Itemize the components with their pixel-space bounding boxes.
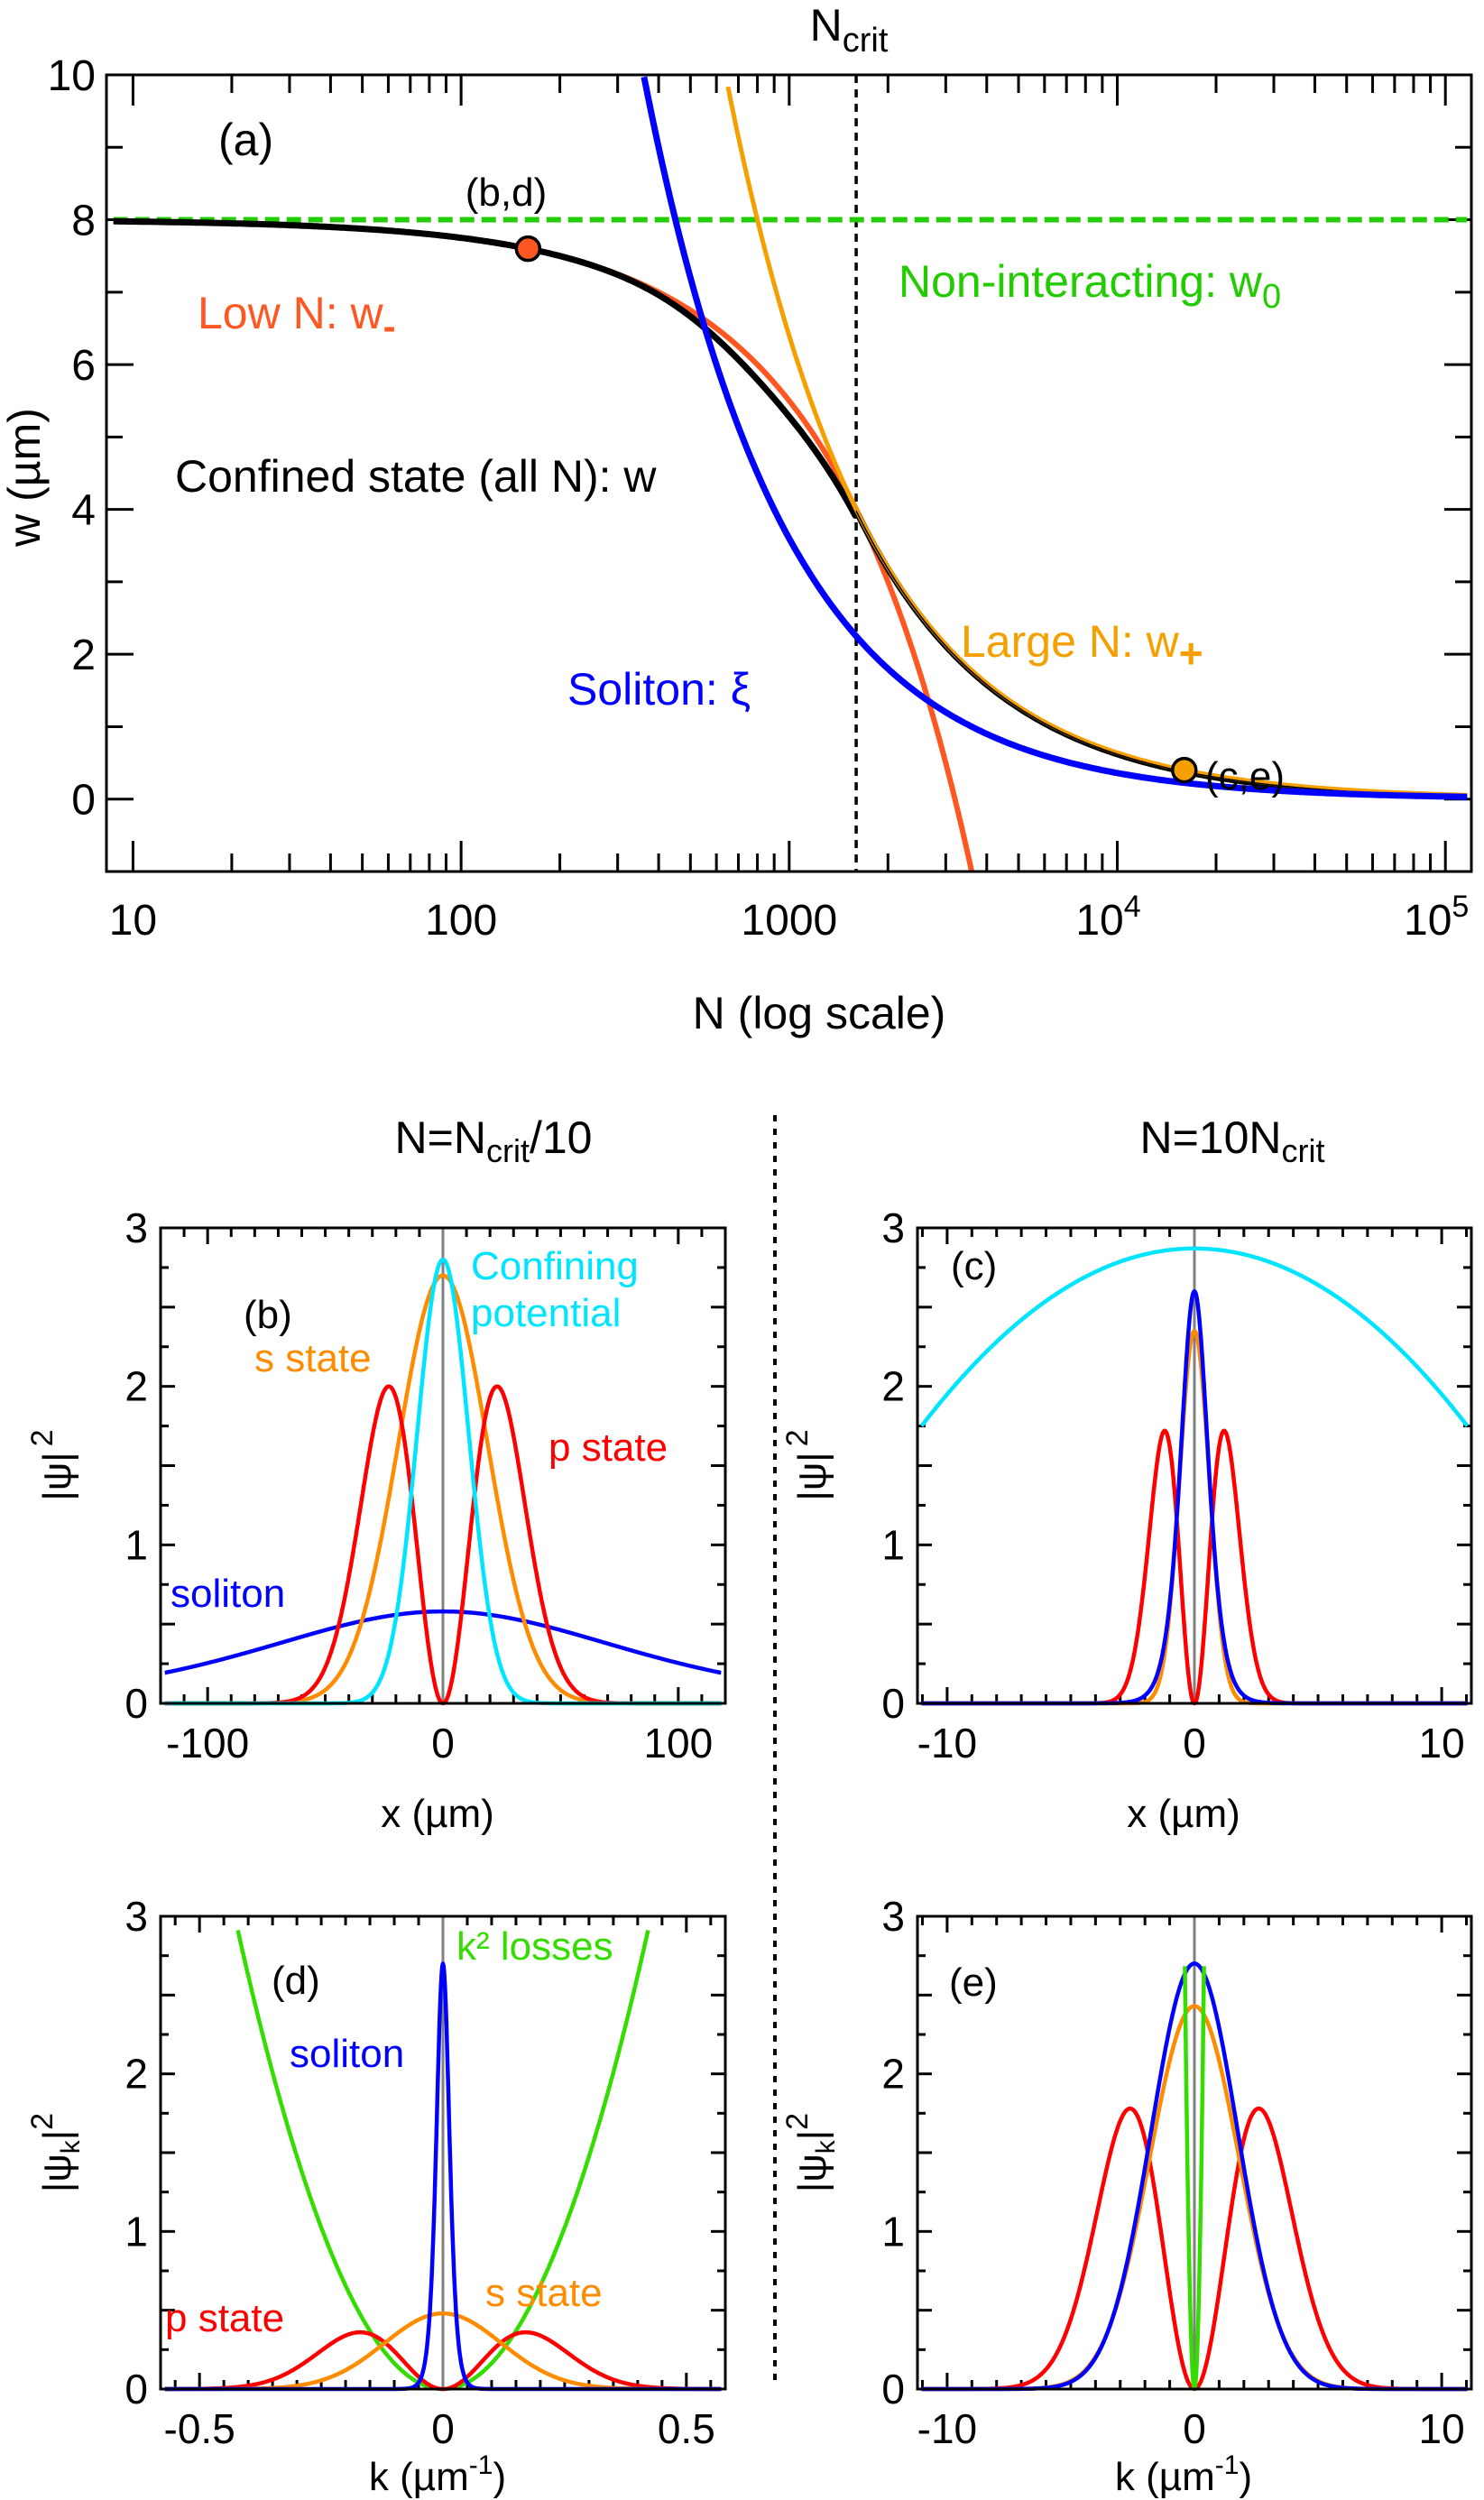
panel-b-label: (b) <box>244 1293 292 1337</box>
y-tick-label: 1 <box>124 2208 148 2255</box>
ncrit-label: Ncrit <box>810 0 889 60</box>
y-tick-label: 2 <box>124 2051 148 2098</box>
marker-label-bd: (b,d) <box>465 171 547 215</box>
soliton-curve <box>641 76 1468 800</box>
marker-label-ce: (c,e) <box>1205 754 1285 798</box>
label-confined: Confined state (all N): w <box>175 451 657 502</box>
y-tick-label: 0 <box>881 1680 905 1727</box>
large-n-curve <box>725 86 1468 798</box>
label-p-state-b: p state <box>548 1425 668 1470</box>
x-tick-label: 10 <box>109 897 157 945</box>
y-tick-label: 0 <box>71 777 96 825</box>
y-axis-label-b: |ψ|2 <box>25 1429 79 1500</box>
label-confining: Confining <box>471 1244 639 1288</box>
y-tick-label: 3 <box>124 1893 148 1940</box>
y-tick-label: 6 <box>71 342 96 390</box>
x-tick-label: 0 <box>431 2405 455 2452</box>
panel-c-label: (c) <box>951 1244 997 1288</box>
y-tick-label: 0 <box>124 1680 148 1727</box>
x-axis-label-d: k (µm-1) <box>369 2450 506 2499</box>
label-low-n: Low N: w- <box>198 288 396 347</box>
panel-a-label: (a) <box>218 115 273 165</box>
y-tick-label: 0 <box>124 2366 148 2412</box>
x-tick-label: 0 <box>1183 2405 1206 2452</box>
marker-point <box>514 235 542 263</box>
x-tick-label: -0.5 <box>164 2405 235 2452</box>
label-soliton-b: soliton <box>171 1572 285 1616</box>
x-tick-label: -10 <box>917 1720 977 1767</box>
x-tick-label: 10 <box>1419 2405 1465 2452</box>
y-tick-label: 1 <box>881 1521 905 1568</box>
soliton-curve <box>163 1609 723 1675</box>
y-axis-label-d: |ψk|2 <box>25 2113 86 2192</box>
panel-e-label: (e) <box>949 1960 998 2005</box>
column-title-left: N=Ncrit/10 <box>395 1112 593 1169</box>
panel-d-label: (d) <box>272 1959 320 2003</box>
label-non-interacting: Non-interacting: w0 <box>899 256 1281 316</box>
y-axis-label-c: |ψ|2 <box>780 1429 834 1500</box>
y-tick-label: 8 <box>71 198 96 245</box>
x-tick-label: 100 <box>643 1720 713 1767</box>
y-axis-label-e: |ψk|2 <box>780 2113 841 2192</box>
panel-b-frame <box>159 1226 727 1705</box>
confining-curve <box>919 1246 1470 1427</box>
y-tick-label: 3 <box>124 1204 148 1251</box>
y-tick-label: 2 <box>71 632 96 679</box>
y-tick-label: 0 <box>881 2366 905 2412</box>
x-axis-label-a: N (log scale) <box>693 988 946 1038</box>
x-tick-label: -100 <box>166 1720 249 1767</box>
y-tick-label: 4 <box>71 487 96 535</box>
column-title-right: N=10Ncrit <box>1139 1112 1324 1169</box>
panel-c-frame <box>916 1226 1473 1705</box>
y-tick-label: 1 <box>881 2208 905 2255</box>
x-tick-label: -10 <box>917 2405 977 2452</box>
label-soliton-d: soliton <box>290 2032 404 2076</box>
x-tick-label: 105 <box>1404 890 1469 945</box>
panel-e-frame <box>916 1914 1473 2391</box>
x-tick-label: 0.5 <box>658 2405 715 2452</box>
panel-a-frame <box>105 73 1473 873</box>
x-tick-label: 0 <box>431 1720 455 1767</box>
y-tick-label: 3 <box>881 1204 905 1251</box>
label-potential: potential <box>471 1291 621 1335</box>
marker-point <box>1170 756 1198 784</box>
label-p-state-d: p state <box>165 2296 284 2340</box>
panel-d-frame <box>159 1914 727 2391</box>
x-tick-label: 1000 <box>741 897 837 945</box>
x-tick-label: 104 <box>1075 890 1140 945</box>
y-tick-label: 10 <box>48 52 96 100</box>
label-soliton: Soliton: ξ <box>567 664 751 715</box>
y-tick-label: 3 <box>881 1893 905 1940</box>
label-s-state-d: s state <box>485 2271 603 2315</box>
label-large-n: Large N: w+ <box>961 616 1203 677</box>
x-axis-label-c: x (µm) <box>1127 1792 1240 1836</box>
x-tick-label: 0 <box>1183 1720 1206 1767</box>
label-k2-losses: k² losses <box>456 1924 613 1969</box>
y-tick-label: 2 <box>881 2051 905 2098</box>
label-s-state-b: s state <box>254 1336 372 1380</box>
x-axis-label-b: x (µm) <box>381 1792 494 1836</box>
y-tick-label: 2 <box>881 1363 905 1410</box>
y-axis-label-a: w (µm) <box>0 408 50 548</box>
x-tick-label: 10 <box>1419 1720 1465 1767</box>
x-axis-label-e: k (µm-1) <box>1115 2450 1252 2499</box>
x-tick-label: 100 <box>425 897 497 945</box>
y-tick-label: 2 <box>124 1363 148 1410</box>
y-tick-label: 1 <box>124 1521 148 1568</box>
